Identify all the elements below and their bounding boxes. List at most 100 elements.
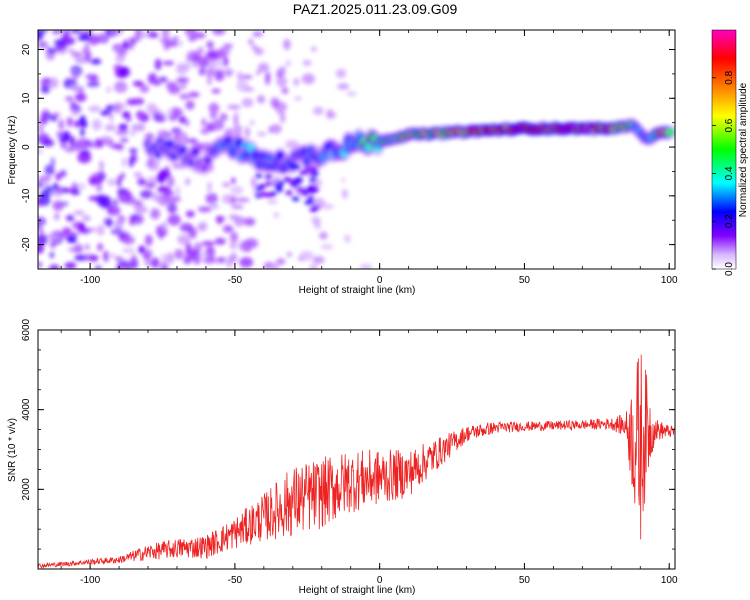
spectrogram-noise-blob — [167, 84, 181, 95]
spectrogram-noise-blob — [322, 203, 334, 210]
spectrogram-noise-blob — [253, 47, 264, 56]
spectrogram-noise-blob — [310, 46, 317, 52]
spectrogram-noise-blob — [233, 110, 239, 123]
spectrogram-noise-blob — [215, 257, 226, 264]
spectrogram-noise-blob — [38, 148, 44, 155]
spectrogram-branch-point — [285, 190, 293, 196]
spectrogram-noise-blob — [243, 87, 255, 92]
spectrogram-noise-blob — [73, 185, 79, 196]
spectrogram-noise-blob — [170, 127, 182, 134]
spectrogram-branch-point — [297, 187, 304, 193]
spectrogram-noise-blob — [342, 188, 348, 199]
spectrogram-noise-blob — [197, 46, 204, 55]
spectrogram-noise-blob — [183, 259, 192, 265]
colorbar-tick-label: 0.0 — [724, 262, 735, 276]
spectrogram-noise-blob — [113, 101, 123, 114]
spectrogram-noise-blob — [251, 178, 258, 188]
spectrogram-noise-blob — [266, 199, 278, 204]
spectrogram-noise-blob — [165, 165, 170, 174]
spectrogram-noise-blob — [179, 222, 193, 233]
spectrogram-noise-blob — [178, 116, 187, 124]
spectrogram-noise-blob — [295, 79, 300, 85]
spectrogram-noise-blob — [231, 204, 244, 209]
colorbar-tick-label: 0.4 — [724, 166, 735, 180]
spectrogram-noise-blob — [115, 54, 126, 63]
snr-series-line — [38, 354, 675, 569]
spectrogram-noise-blob — [264, 73, 271, 86]
spectrogram-noise-blob — [129, 42, 134, 51]
spectrogram-noise-blob — [144, 259, 153, 266]
spectrogram-noise-blob — [150, 32, 159, 39]
spectrogram-noise-blob — [118, 192, 128, 204]
spectrogram-noise-blob — [144, 234, 153, 246]
spectrogram-noise-blob — [110, 252, 116, 258]
spectrogram-noise-blob — [42, 138, 55, 147]
spectrogram-noise-blob — [38, 30, 44, 41]
spectrogram-noise-blob — [40, 85, 51, 94]
spectrogram-noise-blob — [131, 97, 145, 106]
spectrogram-noise-blob — [188, 50, 199, 60]
spectrogram-noise-blob — [116, 48, 128, 56]
spectrogram-x-tick-label: -50 — [228, 275, 243, 286]
spectrogram-branch-point — [309, 177, 317, 183]
spectrogram-noise-blob — [344, 234, 351, 243]
spectrogram-noise-blob — [38, 227, 44, 235]
spectrogram-noise-blob — [62, 34, 73, 46]
snr-y-label: SNR (10 * v/v) — [7, 418, 18, 482]
snr-x-tick-label: 0 — [377, 575, 383, 586]
spectrogram-noise-blob — [240, 74, 253, 80]
spectrogram-noise-blob — [340, 177, 346, 183]
spectrogram-noise-blob — [88, 254, 99, 262]
spectrogram-noise-blob — [201, 118, 206, 127]
colorbar-gradient — [711, 29, 737, 270]
spectrogram-noise-blob — [96, 194, 107, 207]
spectrogram-noise-blob — [38, 233, 48, 246]
spectrogram-noise-blob — [41, 30, 49, 34]
spectrogram-noise-blob — [99, 160, 104, 172]
spectrogram-noise-blob — [48, 264, 60, 269]
spectrogram-noise-blob — [286, 60, 291, 67]
snr-x-tick-label: 50 — [519, 575, 531, 586]
spectrogram-noise-blob — [84, 243, 90, 251]
spectrogram-noise-blob — [188, 91, 200, 98]
spectrogram-noise-blob — [281, 87, 289, 94]
spectrogram-noise-blob — [285, 139, 299, 149]
spectrogram-noise-blob — [65, 214, 75, 222]
spectrogram-branch-point — [312, 187, 320, 193]
spectrogram-noise-blob — [283, 39, 291, 50]
spectrogram-y-tick-label: -10 — [21, 188, 32, 203]
spectrogram-noise-blob — [166, 175, 175, 188]
spectrogram-noise-blob — [310, 215, 321, 225]
spectrogram-noise-blob — [114, 219, 123, 231]
spectrogram-noise-blob — [186, 138, 198, 144]
spectrogram-noise-blob — [131, 152, 137, 160]
colorbar-label: Normalized spectral amplitude — [738, 82, 749, 217]
spectrogram-branch-point — [273, 183, 282, 189]
spectrogram-noise-blob — [136, 179, 147, 185]
spectrogram-noise-blob — [198, 56, 209, 69]
spectrogram-noise-blob — [61, 201, 69, 206]
colorbar-tick-label: 0.6 — [724, 118, 735, 132]
spectrogram-branch-point — [264, 192, 274, 198]
spectrogram-noise-blob — [257, 94, 266, 104]
spectrogram-noise-blob — [229, 241, 238, 250]
spectrogram-noise-blob — [312, 256, 325, 264]
spectrogram-noise-blob — [58, 119, 64, 131]
spectrogram-noise-blob — [239, 257, 254, 268]
spectrogram-noise-blob — [64, 147, 76, 153]
spectrogram-noise-blob — [69, 101, 77, 109]
spectrogram-noise-blob — [160, 261, 169, 269]
colorbar-tick-label: 0.2 — [724, 214, 735, 228]
spectrogram-noise-blob — [104, 124, 117, 131]
spectrogram-noise-blob — [80, 127, 85, 137]
spectrogram-noise-blob — [55, 43, 67, 52]
spectrogram-noise-blob — [112, 198, 118, 207]
spectrogram-noise-blob — [114, 256, 123, 262]
spectrogram-noise-blob — [136, 110, 145, 121]
spectrogram-noise-blob — [110, 228, 124, 235]
spectrogram-noise-blob — [326, 108, 334, 120]
spectrogram-noise-blob — [210, 203, 220, 210]
spectrogram-noise-blob — [359, 263, 373, 269]
spectrogram-noise-blob — [82, 215, 91, 222]
